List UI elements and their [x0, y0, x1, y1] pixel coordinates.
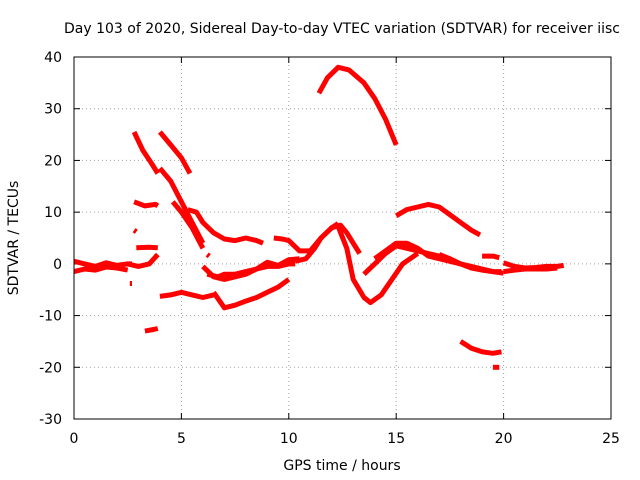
series-track-4 [133, 199, 160, 209]
series-track-10 [170, 200, 206, 250]
y-tick-label: 30 [44, 102, 62, 118]
series-track-18 [316, 64, 399, 146]
y-tick-label: -10 [39, 309, 62, 325]
series-track-22 [394, 201, 482, 238]
y-axis-label: SDTVAR / TECUs [6, 181, 22, 296]
x-axis-ticks: 0 5 10 15 20 25 [70, 57, 620, 447]
series-track-7 [144, 326, 159, 334]
series-track-24 [459, 339, 502, 356]
y-tick-label: 0 [53, 257, 62, 273]
series-track-12 [159, 289, 215, 300]
x-tick-label: 15 [387, 431, 405, 447]
y-tick-label: 20 [44, 153, 62, 169]
series-track-14 [206, 256, 300, 280]
series-layer [73, 64, 565, 370]
x-gridlines [180, 57, 505, 419]
y-gridlines [74, 108, 611, 368]
x-tick-label: 5 [177, 431, 186, 447]
series-track-26 [482, 253, 500, 261]
y-tick-label: -20 [39, 360, 62, 376]
y-tick-label: 40 [44, 50, 62, 66]
x-axis-label: GPS time / hours [283, 458, 400, 474]
series-track-15 [211, 277, 291, 311]
series-track-19 [335, 225, 420, 306]
y-tick-label: 10 [44, 205, 62, 221]
series-track-2 [73, 264, 129, 275]
series-track-31 [205, 252, 211, 259]
series-track-8 [157, 130, 193, 175]
series-track-23 [438, 252, 504, 276]
series-track-17 [294, 222, 362, 264]
series-track-20 [362, 243, 451, 277]
x-tick-label: 10 [280, 431, 298, 447]
y-axis-ticks: -30 -20 -10 0 10 20 30 40 [39, 50, 611, 428]
series-track-3 [131, 130, 160, 175]
x-tick-label: 25 [602, 431, 620, 447]
chart-title: Day 103 of 2020, Sidereal Day-to-day VTE… [64, 21, 620, 37]
series-track-6 [127, 252, 160, 269]
series-track-28 [503, 265, 558, 275]
y-tick-label: -30 [39, 412, 62, 428]
plot-frame [73, 56, 612, 420]
series-track-11 [187, 207, 264, 246]
series-track-5 [136, 244, 158, 251]
series-track-29 [132, 228, 138, 234]
x-tick-label: 20 [495, 431, 513, 447]
x-tick-label: 0 [70, 431, 79, 447]
